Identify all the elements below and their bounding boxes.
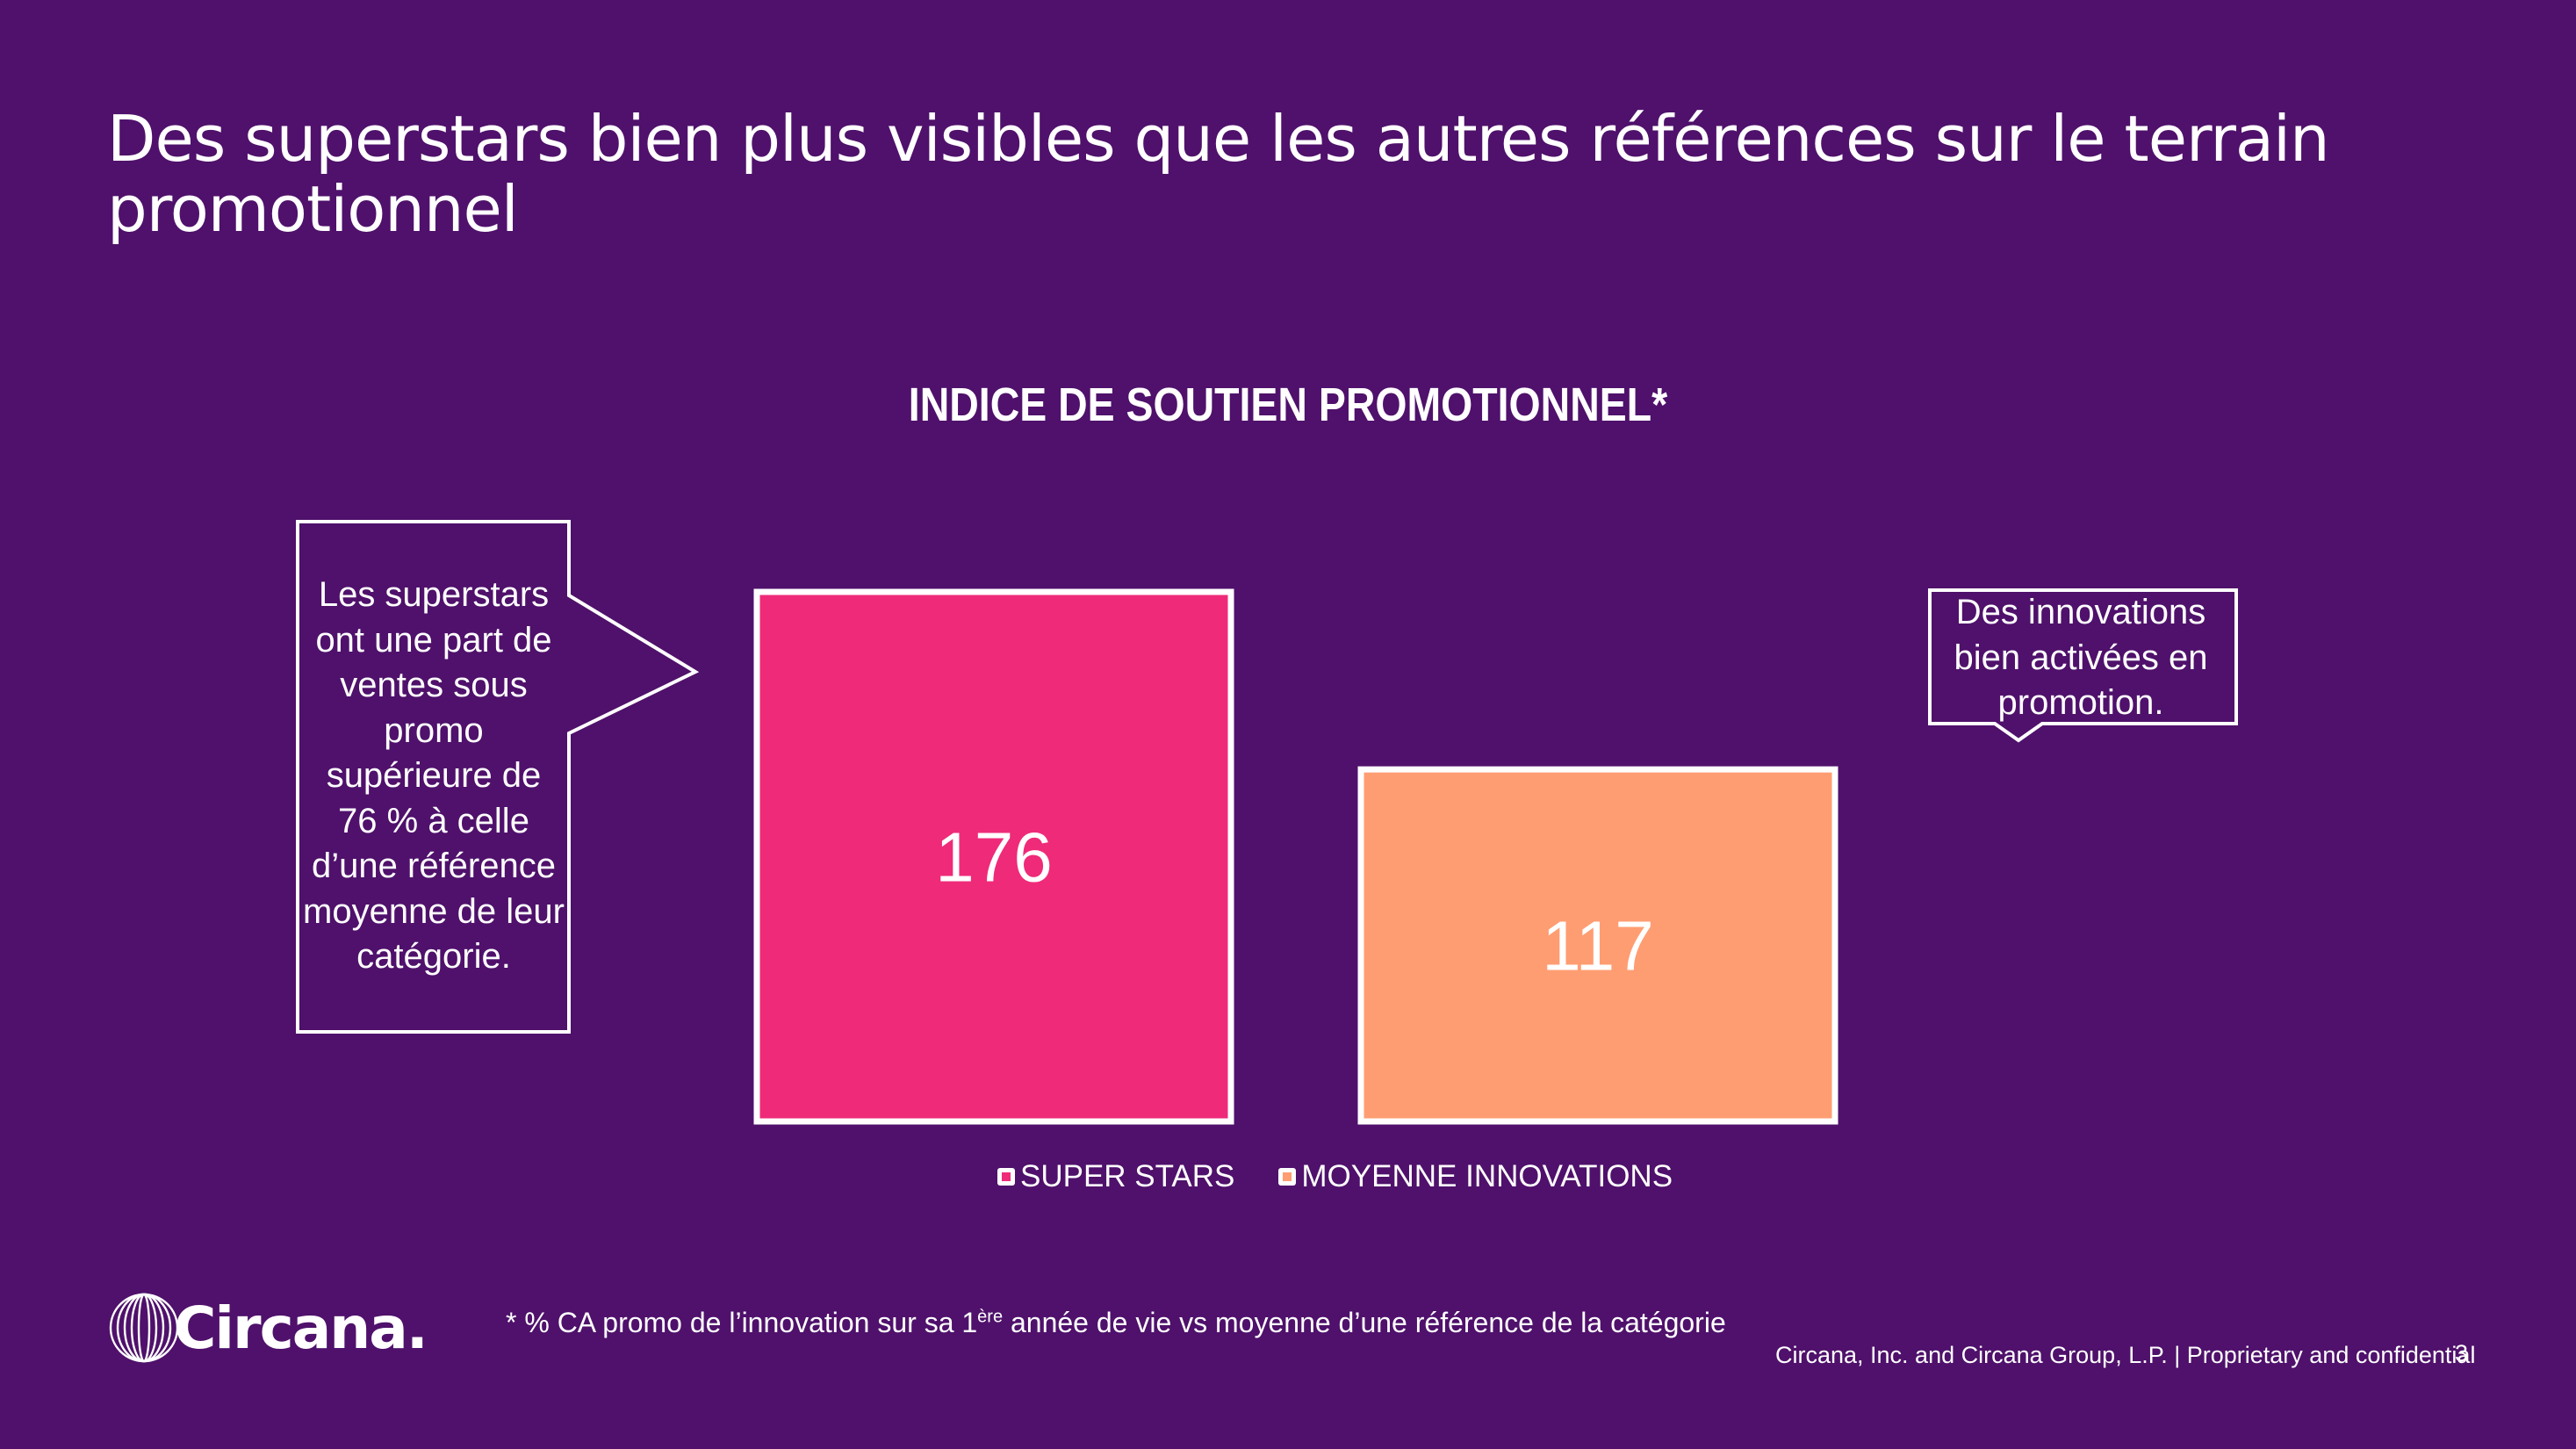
bar-super-stars [753,588,1234,1125]
callout-right-text: Des innovations bien activées en promoti… [1954,593,2208,722]
chart-legend: SUPER STARS MOYENNE INNOVATIONS [997,1159,1716,1194]
page-number: 3 [2455,1340,2469,1366]
legend-item-super-stars: SUPER STARS [997,1159,1234,1194]
circana-logo: Circana. [107,1284,428,1372]
callout-left-box [296,520,700,1034]
footnote: * % CA promo de l’innovation sur sa 1ère… [506,1307,1726,1338]
circana-globe-icon [109,1293,179,1363]
legend-swatch-super-stars [997,1168,1015,1186]
legend-item-moyenne-innovations: MOYENNE INNOVATIONS [1278,1159,1673,1194]
callout-left-text: Les superstars ont une part de ventes so… [303,575,565,976]
chart-title: INDICE DE SOUTIEN PROMOTIONNEL* [908,378,1668,431]
legend-label-super-stars: SUPER STARS [1020,1159,1235,1193]
page-title: Des superstars bien plus visibles que le… [107,102,2330,246]
bar-moyenne-innovations [1357,766,1838,1125]
logo-wordmark: Circana. [174,1294,428,1362]
copyright-notice: Circana, Inc. and Circana Group, L.P. | … [1775,1342,2476,1368]
legend-label-moyenne-innovations: MOYENNE INNOVATIONS [1301,1159,1673,1193]
legend-swatch-moyenne-innovations [1278,1168,1297,1186]
data-label-moyenne-innovations: 117 [1542,907,1654,985]
callout-right-box [1928,588,2238,743]
data-label-super-stars: 176 [935,818,1052,897]
